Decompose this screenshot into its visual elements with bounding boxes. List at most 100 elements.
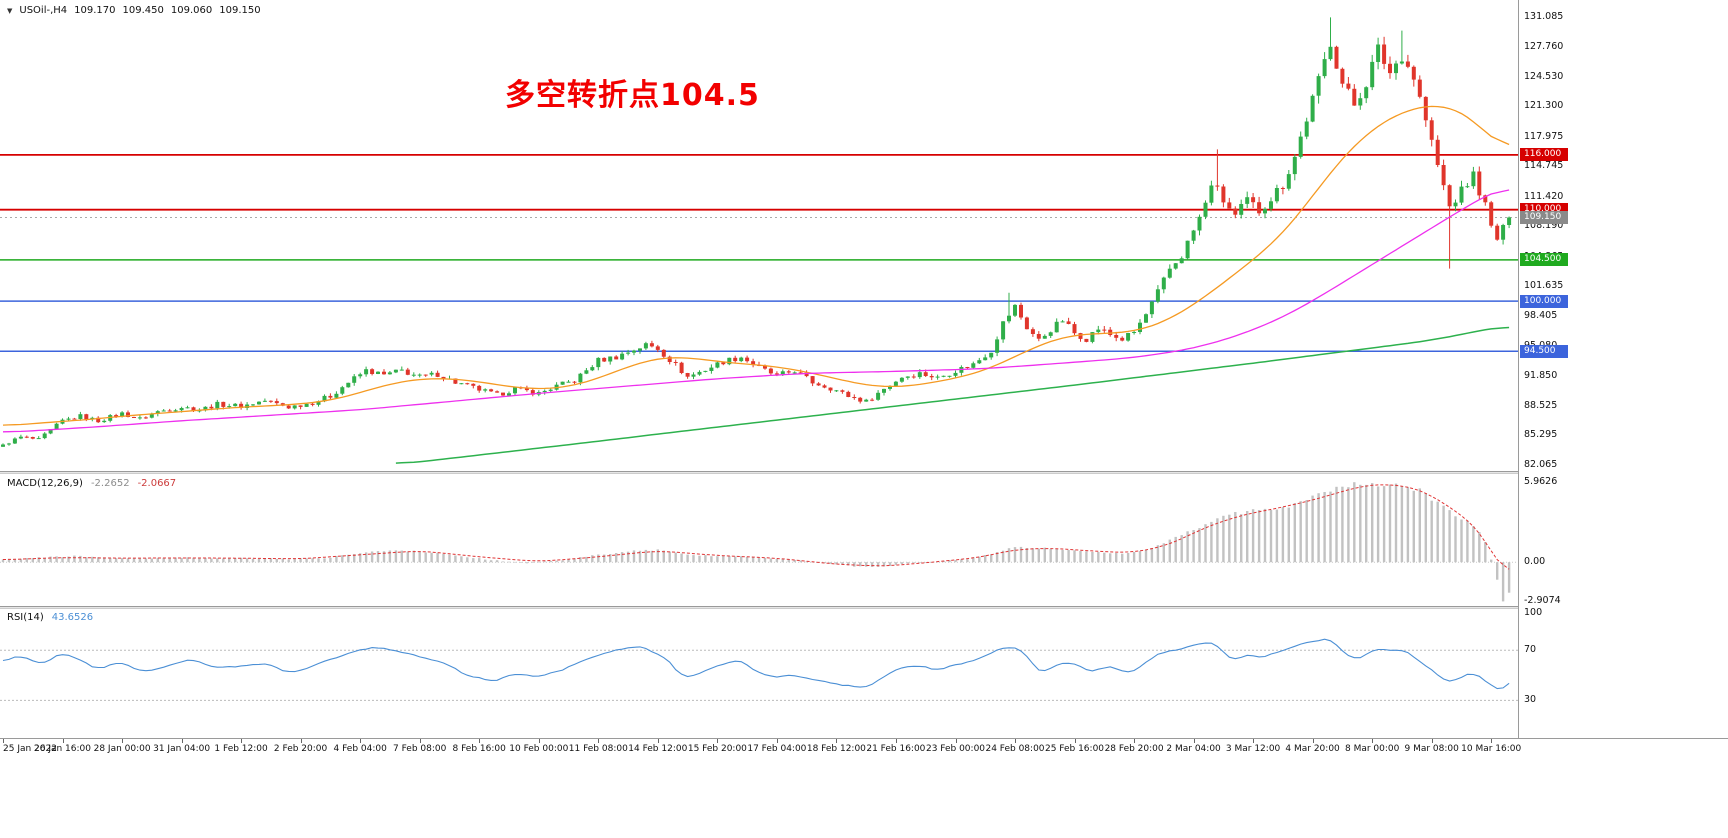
time-axis-label: 28 Jan 00:00	[93, 744, 151, 754]
panel-separator[interactable]	[0, 471, 1728, 474]
time-axis-label: 10 Mar 16:00	[1461, 744, 1522, 754]
price-level-tag[interactable]: 100.000	[1520, 294, 1568, 308]
readout-close-value: 109.150	[219, 5, 261, 16]
time-axis-label: 4 Feb 04:00	[333, 744, 387, 754]
axis-tick-label: 5.9626	[1524, 475, 1558, 487]
time-axis-tick	[122, 739, 124, 743]
axis-tick-label: 101.635	[1524, 280, 1564, 292]
macd-name: MACD(12,26,9)	[7, 478, 83, 489]
macd-indicator-panel[interactable]	[0, 474, 1518, 606]
time-axis-label: 10 Feb 00:00	[509, 744, 569, 754]
time-axis-label: 18 Feb 12:00	[806, 744, 866, 754]
price-level-tag[interactable]: 104.500	[1520, 253, 1568, 267]
macd-signal-value: -2.0667	[137, 478, 177, 489]
panel-separator[interactable]	[0, 606, 1728, 609]
rsi-value: 43.6526	[51, 612, 94, 623]
rsi-indicator-panel[interactable]	[0, 609, 1518, 738]
time-axis-label: 9 Mar 08:00	[1404, 744, 1459, 754]
readout-open-value: 109.170	[74, 5, 116, 16]
time-axis-tick	[1312, 739, 1314, 743]
time-axis-label: 15 Feb 20:00	[687, 744, 747, 754]
time-axis-tick	[1431, 739, 1433, 743]
axis-tick-label: 70	[1524, 644, 1537, 656]
axis-tick-label: 30	[1524, 694, 1537, 706]
time-axis-label: 25 Feb 16:00	[1044, 744, 1105, 754]
time-axis-label: 31 Jan 04:00	[153, 744, 211, 754]
time-axis-tick	[776, 739, 778, 743]
time-axis-label: 2 Mar 04:00	[1166, 744, 1221, 754]
time-axis-tick	[538, 739, 540, 743]
symbol-timeframe-label: USOil-,H4	[19, 5, 68, 16]
time-axis-tick	[1491, 739, 1493, 743]
time-axis-tick	[1193, 739, 1195, 743]
time-axis-label: 23 Feb 00:00	[925, 744, 986, 754]
axis-tick-label: 108.190	[1524, 220, 1564, 232]
readout-high-value: 109.450	[122, 5, 164, 16]
time-axis-tick	[241, 739, 243, 743]
axis-tick-label: 114.745	[1524, 160, 1564, 172]
time-axis-label: 8 Mar 00:00	[1345, 744, 1400, 754]
time-axis-tick	[419, 739, 421, 743]
time-axis-tick	[62, 739, 64, 743]
axis-tick-label: 98.405	[1524, 309, 1558, 321]
time-axis-label: 11 Feb 08:00	[568, 744, 628, 754]
price-axis[interactable]: 131.085 127.760 124.530 121.300 117.975 114.7…	[1518, 0, 1728, 738]
time-axis-label: 4 Mar 20:00	[1285, 744, 1340, 754]
time-axis-label: 2 Feb 20:00	[273, 744, 328, 754]
readout-low-value: 109.060	[170, 5, 213, 16]
time-axis-tick	[360, 739, 362, 743]
axis-tick-label: 100	[1524, 606, 1543, 618]
time-axis-tick	[657, 739, 659, 743]
time-axis-tick	[300, 739, 302, 743]
symbol-readout: ▼ USOil-,H4 109.170 109.450 109.060 109.…	[7, 5, 261, 16]
time-axis-tick	[955, 739, 957, 743]
time-axis-tick	[1015, 739, 1016, 743]
rsi-indicator-label: RSI(14) 43.6526	[7, 612, 93, 623]
axis-tick-label: 127.760	[1524, 41, 1564, 53]
axis-tick-label: 117.975	[1524, 130, 1564, 142]
time-axis-tick	[1074, 739, 1076, 743]
time-axis-tick	[3, 739, 4, 743]
time-axis-label: 28 Feb 20:00	[1104, 744, 1164, 754]
time-axis-label: 25 Jan 2022	[3, 744, 57, 754]
price-level-tag[interactable]: 109.150	[1520, 210, 1568, 224]
price-level-tag[interactable]: 116.000	[1520, 148, 1568, 162]
axis-tick-label: 131.085	[1524, 11, 1564, 23]
axis-tick-label: 124.530	[1524, 70, 1564, 82]
time-axis-tick	[479, 739, 481, 743]
time-axis-tick	[1372, 739, 1374, 743]
time-axis-label: 21 Feb 16:00	[866, 744, 926, 754]
axis-tick-label: 85.295	[1524, 429, 1558, 441]
time-axis-label: 26 Jan 16:00	[34, 744, 91, 754]
rsi-name: RSI(14)	[7, 612, 44, 623]
time-axis-label: 17 Feb 04:00	[747, 744, 807, 754]
axis-tick-label: 0.00	[1524, 556, 1546, 568]
time-axis[interactable]: 25 Jan 2022 26 Jan 16:00 28 Jan 00:00 31 Ja…	[0, 738, 1728, 762]
main-price-chart[interactable]	[0, 0, 1518, 471]
axis-tick-label: 88.525	[1524, 399, 1558, 411]
time-axis-tick	[181, 739, 183, 743]
time-axis-tick	[598, 739, 600, 743]
time-axis-label: 7 Feb 08:00	[393, 744, 447, 754]
time-axis-label: 3 Mar 12:00	[1225, 744, 1281, 754]
axis-tick-label: 91.850	[1524, 369, 1558, 381]
chart-text-annotation[interactable]: 多空转折点104.5	[505, 78, 760, 113]
time-axis-tick	[836, 739, 838, 743]
macd-indicator-label: MACD(12,26,9) -2.2652 -2.0667	[7, 478, 176, 489]
time-axis-label: 14 Feb 12:00	[628, 744, 688, 754]
time-axis-tick	[1253, 739, 1255, 743]
axis-tick-label: -2.9074	[1524, 595, 1561, 607]
symbol-dropdown-icon[interactable]: ▼	[7, 6, 13, 15]
time-axis-label: 1 Feb 12:00	[214, 744, 268, 754]
macd-main-value: -2.2652	[90, 478, 130, 489]
time-axis-label: 24 Feb 08:00	[985, 744, 1045, 754]
axis-tick-label: 111.420	[1524, 190, 1564, 202]
time-axis-tick	[717, 739, 719, 743]
time-axis-label: 8 Feb 16:00	[452, 744, 506, 754]
price-level-tag[interactable]: 94.500	[1520, 344, 1568, 358]
axis-tick-label: 121.300	[1524, 100, 1564, 112]
time-axis-tick	[1134, 739, 1136, 743]
axis-tick-label: 82.065	[1524, 458, 1558, 470]
time-axis-tick	[895, 739, 897, 743]
